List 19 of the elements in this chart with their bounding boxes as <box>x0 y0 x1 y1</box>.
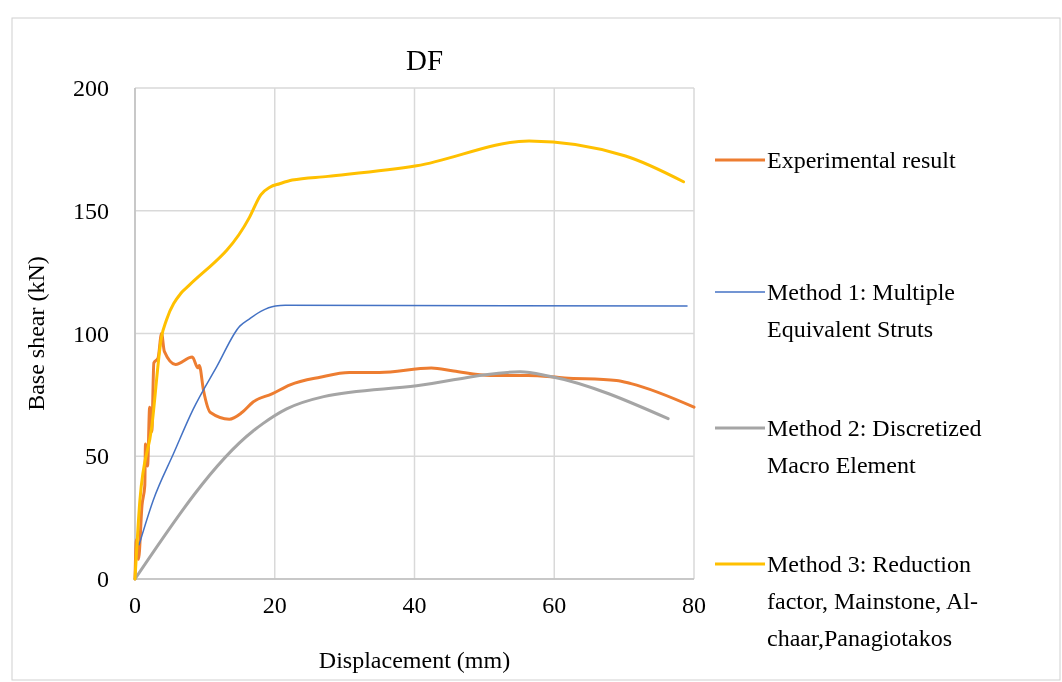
x-axis-title: Displacement (mm) <box>318 647 511 673</box>
legend-label: Method 3: Reduction factor, Mainstone, Al-chaar,Panagiotakos <box>767 551 978 651</box>
x-tick-label: 20 <box>262 592 287 618</box>
y-axis-title: Base shear (kN) <box>23 256 49 411</box>
legend-label: Method 1: Multiple Equivalent Struts <box>767 279 955 342</box>
y-tick-label: 200 <box>73 75 109 101</box>
legend-label: Method 2: Discretized Macro Element <box>767 415 982 478</box>
y-tick-label: 100 <box>73 320 109 347</box>
y-tick-label: 0 <box>97 566 109 592</box>
legend-label: Experimental result <box>767 147 956 173</box>
x-tick-label: 40 <box>402 592 427 618</box>
y-tick-label: 50 <box>85 443 109 470</box>
x-tick-label: 80 <box>682 592 706 618</box>
chart-title: DF <box>405 44 444 76</box>
line-series <box>138 304 688 546</box>
x-tick-label: 60 <box>542 592 567 618</box>
y-tick-label: 150 <box>73 197 109 224</box>
x-tick-label: 0 <box>129 592 141 618</box>
line-series <box>133 139 686 581</box>
